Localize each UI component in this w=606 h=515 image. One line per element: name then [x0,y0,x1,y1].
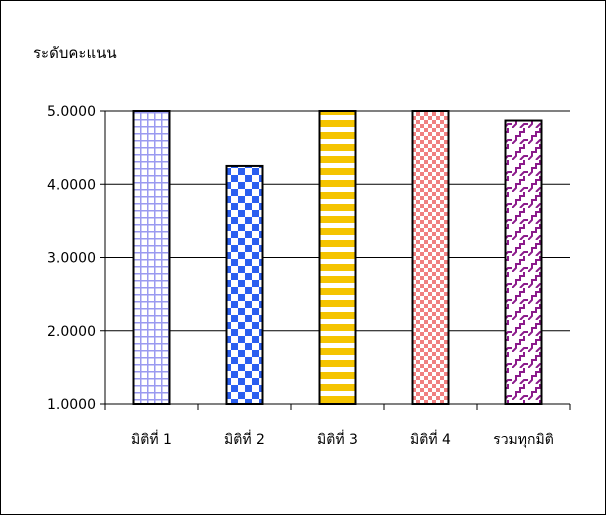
bar-1 [132,110,171,405]
x-tick-label: มิติที่ 1 [131,430,172,448]
bar-3 [318,110,357,405]
bar-5 [504,119,543,406]
x-tick-label: มิติที่ 2 [224,430,265,448]
x-tick-label: มิติที่ 3 [317,430,358,448]
x-tick-label: รวมทุกมิติ [493,432,554,448]
bar-4 [411,110,450,405]
bar-2 [225,164,264,405]
y-tick-labels: 1.0000 2.0000 3.0000 4.0000 5.0000 [47,104,96,413]
x-tick-label: มิติที่ 4 [410,430,451,448]
y-tick-label: 1.0000 [47,397,96,413]
y-tick-label: 4.0000 [47,177,96,193]
y-tick-label: 5.0000 [47,104,96,120]
axes [104,111,571,410]
x-tick-labels: มิติที่ 1 มิติที่ 2 มิติที่ 3 มิติที่ 4 รวมท… [131,430,554,448]
y-tick-label: 2.0000 [47,324,96,340]
y-tick-label: 3.0000 [47,251,96,267]
y-axis-label: ระดับคะแนน [33,44,117,62]
